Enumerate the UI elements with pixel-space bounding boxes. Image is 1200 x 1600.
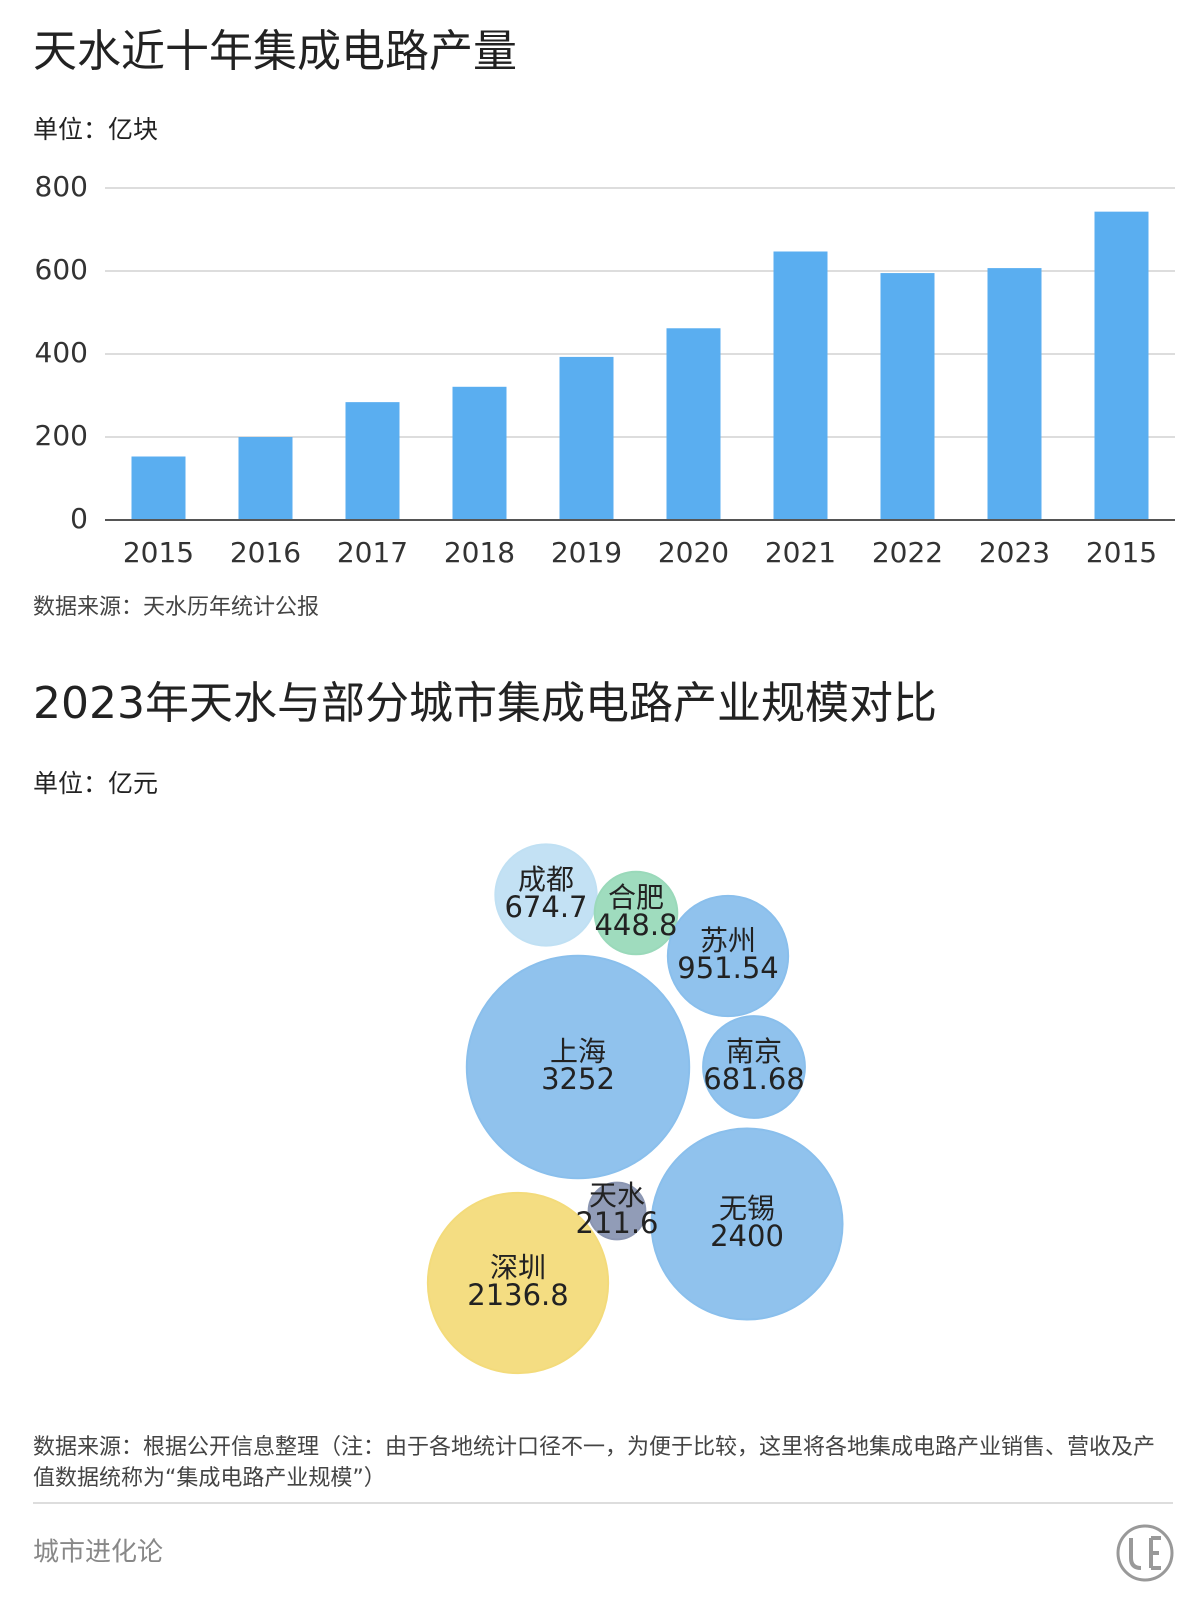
x-tick-label: 2022 — [872, 536, 943, 569]
y-tick-label: 200 — [35, 419, 88, 452]
bubble-value: 681.68 — [703, 1062, 804, 1096]
bar — [559, 356, 614, 520]
x-tick-label: 2015 — [1086, 536, 1157, 569]
bar — [238, 437, 293, 520]
bubble-value: 211.6 — [575, 1206, 658, 1240]
bubble — [650, 1127, 844, 1321]
bar — [666, 328, 721, 520]
bubble-name: 成都 — [518, 863, 574, 896]
y-tick-label: 0 — [70, 502, 88, 535]
source-note: 数据来源：根据公开信息整理（注：由于各地统计口径不一，为便于比较，这里将各地集成… — [33, 1435, 1156, 1491]
unit: 单位：亿块 — [33, 115, 158, 144]
x-tick-label: 2018 — [444, 536, 515, 569]
logo-mark — [1129, 1536, 1161, 1570]
bubble — [494, 843, 598, 947]
brand: 城市进化论 — [33, 1538, 163, 1568]
source: 数据来源：天水历年统计公报 — [33, 595, 319, 620]
bubble-name: 深圳 — [490, 1251, 546, 1284]
bubble-name: 合肥 — [608, 881, 664, 914]
bubble-value: 448.8 — [594, 908, 677, 942]
bar — [452, 386, 507, 520]
chart-title: 天水近十年集成电路产量 — [33, 26, 517, 77]
x-tick-label: 2015 — [123, 536, 194, 569]
bar — [880, 273, 935, 520]
bubble-name: 苏州 — [700, 924, 756, 957]
bubble — [465, 954, 691, 1180]
bubble — [666, 894, 790, 1018]
logo — [1116, 1524, 1174, 1582]
bubble — [587, 1181, 647, 1241]
chart-title: 2023年天水与部分城市集成电路产业规模对比 — [33, 678, 937, 729]
x-tick-label: 2017 — [337, 536, 408, 569]
bubble-name: 天水 — [589, 1179, 645, 1212]
x-tick-label: 2019 — [551, 536, 622, 569]
bubble-value: 2400 — [710, 1219, 784, 1253]
bubble-name: 上海 — [550, 1035, 606, 1068]
bubble — [426, 1191, 610, 1375]
y-tick-label: 600 — [35, 253, 88, 286]
bubble-name: 无锡 — [719, 1192, 775, 1225]
bubble-value: 3252 — [541, 1062, 615, 1096]
y-tick-label: 400 — [35, 336, 88, 369]
unit: 单位：亿元 — [33, 769, 158, 798]
x-tick-label: 2020 — [658, 536, 729, 569]
bar — [1094, 211, 1149, 520]
bubble-value: 2136.8 — [467, 1278, 568, 1312]
x-tick-label: 2023 — [979, 536, 1050, 569]
y-tick-label: 800 — [35, 170, 88, 203]
bubble — [702, 1015, 806, 1119]
bar — [987, 268, 1042, 520]
x-tick-label: 2021 — [765, 536, 836, 569]
bubble-name: 南京 — [726, 1035, 782, 1068]
bubble — [593, 870, 679, 956]
bubble-value: 951.54 — [677, 951, 778, 985]
bar — [131, 456, 186, 520]
bar — [345, 402, 400, 520]
x-tick-label: 2016 — [230, 536, 301, 569]
bubble-value: 674.7 — [504, 890, 587, 924]
bar — [773, 251, 828, 520]
